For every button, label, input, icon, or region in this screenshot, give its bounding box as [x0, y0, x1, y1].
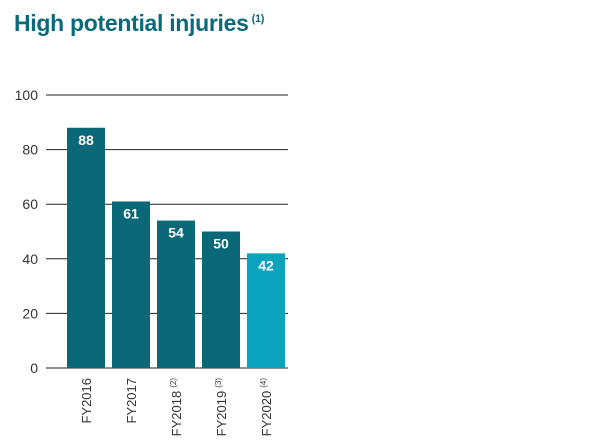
chart-title: High potential injuries (1) [14, 10, 264, 37]
x-tick-footnote: (2) [169, 378, 178, 388]
data-label: 88 [78, 132, 94, 148]
x-tick-category: FY2019 [214, 391, 229, 437]
x-tick-label: FY2020 (4) [259, 378, 274, 437]
x-tick-category: FY2018 [169, 391, 184, 437]
y-tick-label: 0 [30, 360, 38, 376]
y-axis-ticks: 0 20 40 60 80 100 [15, 87, 39, 376]
x-tick-label: FY2019 (3) [214, 378, 229, 437]
x-tick-category: FY2017 [124, 378, 139, 424]
x-tick-category: FY2020 [259, 391, 274, 437]
y-tick-label: 100 [15, 87, 39, 103]
y-tick-label: 80 [22, 142, 38, 158]
bar-fy2018 [157, 220, 195, 368]
x-tick-category: FY2016 [79, 378, 94, 424]
bar-fy2020 [247, 253, 285, 368]
x-axis-ticks: FY2016 FY2017 FY2018 (2) FY2019 (3) FY2020 (4) [79, 378, 274, 437]
bar-fy2016 [67, 127, 105, 368]
x-tick-label: FY2017 [124, 378, 139, 424]
data-labels: 88 61 54 50 42 [78, 132, 274, 274]
y-tick-label: 20 [22, 305, 38, 321]
data-label: 50 [213, 236, 229, 252]
chart-title-text: High potential injuries [14, 10, 249, 36]
bar-fy2019 [202, 231, 240, 368]
x-tick-footnote: (3) [214, 378, 223, 388]
data-label: 42 [258, 257, 274, 273]
data-label: 54 [168, 225, 184, 241]
x-tick-label: FY2018 (2) [169, 378, 184, 437]
bars [67, 127, 285, 368]
y-tick-label: 60 [22, 196, 38, 212]
chart-title-footnote: (1) [251, 13, 265, 26]
x-tick-footnote: (4) [259, 378, 268, 388]
x-tick-label: FY2016 [79, 378, 94, 424]
data-label: 61 [123, 205, 139, 221]
y-tick-label: 40 [22, 251, 38, 267]
bar-fy2017 [112, 201, 150, 368]
